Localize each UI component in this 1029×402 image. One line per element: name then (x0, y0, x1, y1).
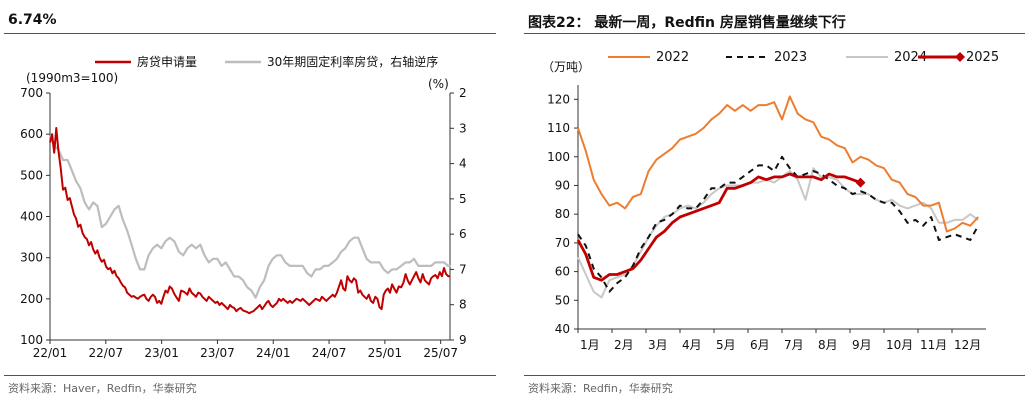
left-source-note: 资料来源：Haver，Redfin，华泰研究 (8, 382, 197, 395)
right-y-tick-label: 6 (459, 227, 467, 241)
right-source-note: 资料来源：Redfin，华泰研究 (528, 382, 673, 395)
y-axis-unit-label: （万吨） (542, 60, 590, 74)
x-tick-label: 12月 (954, 338, 981, 352)
mortgage-rate-line (48, 134, 451, 299)
legend-marker-2025 (955, 52, 965, 62)
legend-label-2023: 2023 (774, 50, 807, 65)
x-tick-label: 24/07 (312, 346, 347, 360)
right-y-tick-label: 7 (459, 262, 467, 276)
left-panel-title: 6.74% (8, 12, 57, 28)
series-2023-line (577, 155, 980, 293)
x-tick-label: 22/07 (89, 346, 124, 360)
right-y-tick-label: 5 (459, 192, 467, 206)
y-tick-label: 40 (555, 322, 570, 336)
mortgage-applications-line (49, 127, 451, 315)
x-tick-label: 22/01 (33, 346, 68, 360)
series-2022-line (577, 95, 979, 233)
left-y-tick-label: 100 (20, 333, 43, 347)
y-tick-label: 100 (547, 150, 570, 164)
left-title-rule (4, 33, 496, 34)
left-y-tick-label: 200 (20, 292, 43, 306)
y-tick-label: 70 (555, 236, 570, 250)
x-tick-label: 10月 (886, 338, 913, 352)
left-y-tick-label: 700 (20, 86, 43, 100)
y-tick-label: 80 (555, 207, 570, 221)
x-tick-label: 6月 (750, 338, 770, 352)
series-2024-line (577, 167, 979, 299)
left-y-tick-label: 400 (20, 210, 43, 224)
x-tick-label: 25/07 (423, 346, 458, 360)
left-source-rule (4, 375, 496, 376)
legend-label-2024: 2024 (894, 50, 927, 65)
right-chart-panel: 图表22： 最新一周，Redfin 房屋销售量继续下行 40 50 60 70 80 90… (520, 0, 1029, 402)
x-tick-label: 2月 (614, 338, 634, 352)
x-tick-label: 1月 (580, 338, 600, 352)
x-tick-label: 3月 (648, 338, 668, 352)
x-tick-label: 9月 (852, 338, 872, 352)
right-y-tick-label: 2 (459, 86, 467, 100)
left-y-tick-label: 300 (20, 251, 43, 265)
x-tick-label: 23/07 (200, 346, 235, 360)
left-y-tick-label: 600 (20, 127, 43, 141)
left-axis-unit-label: (1990m3=100) (26, 71, 118, 85)
x-tick-label: 24/01 (256, 346, 291, 360)
right-y-tick-label: 4 (459, 157, 467, 171)
x-tick-label: 7月 (784, 338, 804, 352)
left-chart-panel: 6.74% 100 200 300 400 500 600 700 2 3 4 5 6 7 8 9 22/01… (0, 0, 500, 402)
right-axis-unit-label: (%) (428, 77, 449, 91)
right-y-tick-label: 9 (459, 333, 467, 347)
series-2025-last-point-marker (855, 177, 866, 188)
legend-label-2022: 2022 (656, 50, 689, 65)
left-chart-svg: 100 200 300 400 500 600 700 2 3 4 5 6 7 8 9 22/01 22/07 2… (20, 54, 467, 360)
x-tick-label: 5月 (716, 338, 736, 352)
right-y-tick-label: 3 (459, 121, 467, 135)
x-tick-label: 8月 (818, 338, 838, 352)
right-source-rule (524, 375, 1025, 376)
y-tick-label: 60 (555, 265, 570, 279)
series-2025-line (576, 172, 861, 282)
x-tick-label: 4月 (682, 338, 702, 352)
right-title-rule (524, 33, 1025, 34)
y-tick-label: 110 (547, 121, 570, 135)
x-tick-label: 23/01 (144, 346, 179, 360)
y-tick-label: 50 (555, 293, 570, 307)
legend-label-mortgage-applications: 房贷申请量 (137, 54, 197, 69)
legend-label-mortgage-rate: 30年期固定利率房贷，右轴逆序 (267, 54, 438, 69)
right-y-tick-label: 8 (459, 298, 467, 312)
right-chart-svg: 40 50 60 70 80 90 100 110 120 1月 2月 3月 4月 5月 6月 7月 8月 9月 1… (542, 50, 999, 352)
y-tick-label: 120 (547, 92, 570, 106)
legend-label-2025: 2025 (966, 50, 999, 65)
right-panel-title: 图表22： 最新一周，Redfin 房屋销售量继续下行 (528, 15, 846, 31)
y-tick-label: 90 (555, 178, 570, 192)
x-tick-label: 25/01 (368, 346, 403, 360)
x-tick-label: 11月 (920, 338, 947, 352)
left-y-tick-label: 500 (20, 168, 43, 182)
